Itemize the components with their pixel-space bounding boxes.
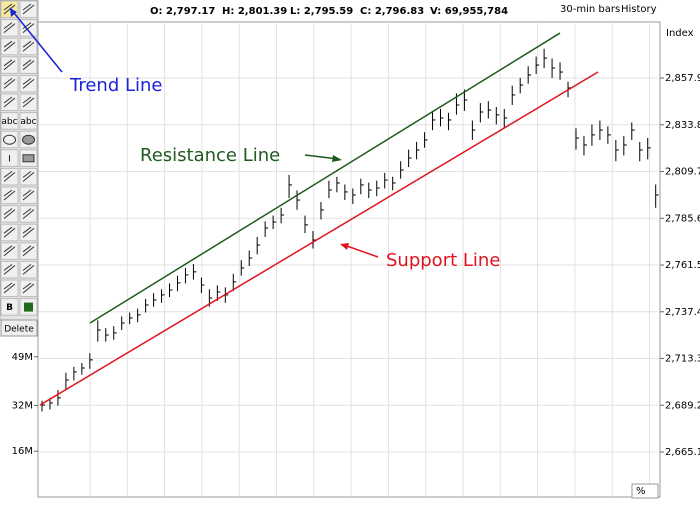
tool-button[interactable] <box>0 298 19 316</box>
ohlc-volume: V: 69,955,784 <box>430 6 508 17</box>
arrow-head <box>332 155 342 162</box>
y2-tick-label: 16M <box>12 446 33 457</box>
trend-line <box>89 32 561 324</box>
arrow <box>304 154 339 160</box>
ohlc-close: C: 2,796.83 <box>360 6 424 17</box>
tool-button[interactable] <box>19 112 38 130</box>
tool-icon <box>22 78 35 89</box>
tool-icon <box>22 3 35 15</box>
tool-icon <box>24 302 33 312</box>
tool-icon <box>3 264 16 275</box>
tool-icon <box>3 134 16 145</box>
tool-icon <box>3 78 16 89</box>
arrow <box>343 244 379 258</box>
tool-button[interactable] <box>0 130 19 149</box>
tool-icon <box>22 22 35 33</box>
trend-line <box>39 71 599 406</box>
tool-icon <box>22 171 35 182</box>
tool-icon <box>3 40 16 52</box>
y-tick-label: 2,737.4 <box>665 307 700 318</box>
y2-tick-label: 49M <box>12 352 33 363</box>
tool-label: abc <box>1 117 17 127</box>
tool-icon <box>3 226 16 238</box>
tool-icon <box>3 3 16 15</box>
history-button[interactable]: History <box>621 4 657 15</box>
y-tick-label: 2,857.9 <box>665 73 700 84</box>
tool-icon <box>22 282 35 294</box>
y2-tick-label: 32M <box>12 400 33 411</box>
toolbar: abc abc I B Delete <box>0 0 39 337</box>
y-tick-label: 2,833.8 <box>665 120 700 131</box>
annotation: Trend Line <box>69 75 163 96</box>
tool-icon <box>22 245 35 257</box>
y-tick-label: 2,713.3 <box>665 354 700 365</box>
tool-icon <box>22 264 35 275</box>
tool-icon <box>22 59 35 71</box>
tool-icon <box>22 40 35 52</box>
arrow <box>9 7 63 73</box>
tool-label: abc <box>20 117 36 127</box>
tool-label: B <box>6 303 13 313</box>
percent-button[interactable] <box>631 483 659 499</box>
tool-icon <box>3 245 16 257</box>
tool-icon <box>3 189 16 201</box>
y-tick-label: 2,809.7 <box>665 167 700 178</box>
tool-icon <box>3 282 16 294</box>
plot-frame <box>37 21 661 498</box>
ohlc-open: O: 2,797.17 <box>150 6 215 17</box>
tool-icon <box>22 134 35 145</box>
y-tick-label: 2,761.5 <box>665 260 700 271</box>
tool-icon <box>22 226 35 238</box>
tool-icon <box>3 22 16 33</box>
axis-title: Index <box>666 28 694 39</box>
tool-icon <box>22 96 35 108</box>
tool-button[interactable] <box>0 112 19 130</box>
tool-label: I <box>8 154 11 164</box>
tool-icon <box>22 189 35 201</box>
tool-button[interactable] <box>0 149 19 167</box>
tool-icon <box>3 96 16 108</box>
tool-icon <box>22 154 35 163</box>
tool-icon <box>3 171 16 182</box>
annotation: Resistance Line <box>140 145 280 166</box>
arrow-head <box>340 243 349 250</box>
ohlc-low: L: 2,795.59 <box>290 6 353 17</box>
annotation: Support Line <box>386 250 500 271</box>
y-tick-label: 2,689.2 <box>665 400 700 411</box>
y-tick-label: 2,665.1 <box>665 447 700 458</box>
y-tick-label: 2,785.6 <box>665 213 700 224</box>
delete-button[interactable] <box>0 319 38 337</box>
tool-icon <box>3 208 16 219</box>
interval[interactable]: 30-min bars <box>560 4 620 15</box>
arrow-head <box>10 8 17 17</box>
ohlc-high: H: 2,801.39 <box>222 6 287 17</box>
percent-label: % <box>636 486 646 497</box>
tool-icon <box>3 59 16 71</box>
tool-icon <box>22 208 35 219</box>
plot-area <box>37 21 661 498</box>
delete-label: Delete <box>4 325 34 335</box>
